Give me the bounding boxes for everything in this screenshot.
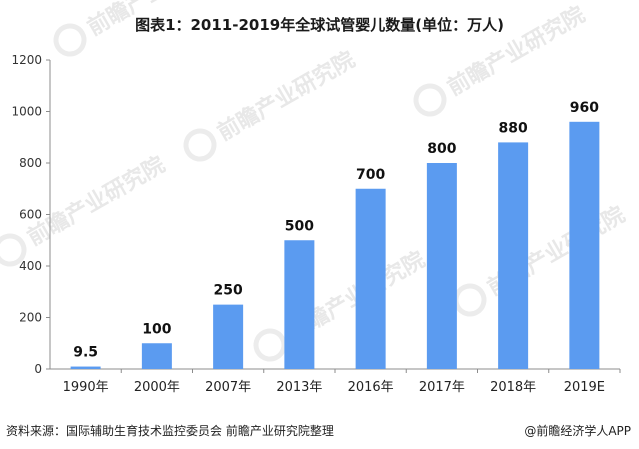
watermark-text: 前瞻产业研究院 <box>443 2 589 102</box>
data-label: 960 <box>570 100 599 116</box>
bar <box>426 163 457 369</box>
watermark-text: 前瞻产业研究院 <box>213 47 359 147</box>
qianzhan-logo-icon <box>453 283 487 317</box>
watermark: 前瞻产业研究院 <box>453 202 629 317</box>
watermark: 前瞻产业研究院 <box>253 247 429 362</box>
bar <box>569 121 600 369</box>
data-labels: 9.5 100 250 500 700 800 880 960 <box>73 100 599 361</box>
qianzhan-logo-icon <box>183 128 217 162</box>
data-label: 250 <box>214 283 243 299</box>
watermark: 前瞻产业研究院 <box>53 0 229 57</box>
credit-note: @前瞻经济学人APP <box>524 424 631 438</box>
x-axis-ticks: 1990年 2000年 2007年 2013年 2016年 2017年 2018年 2019E <box>63 369 621 395</box>
bar <box>498 142 529 369</box>
y-tick-label: 0 <box>34 362 42 376</box>
x-tick-label: 2016年 <box>348 380 394 395</box>
bars <box>70 121 600 369</box>
data-label: 100 <box>142 321 171 337</box>
data-label: 880 <box>499 120 528 136</box>
data-label: 500 <box>285 218 314 234</box>
qianzhan-logo-icon <box>0 233 27 267</box>
bar <box>70 366 101 369</box>
x-tick-label: 1990年 <box>63 380 109 395</box>
qianzhan-logo-icon <box>413 83 447 117</box>
bar <box>284 240 315 369</box>
data-label: 800 <box>427 141 456 157</box>
x-tick-label: 2018年 <box>490 380 536 395</box>
y-tick-label: 400 <box>19 259 42 273</box>
watermark-text: 前瞻产业研究院 <box>23 152 169 252</box>
watermark-text: 前瞻产业研究院 <box>83 0 229 41</box>
bar <box>141 343 172 369</box>
y-tick-label: 800 <box>19 156 42 170</box>
y-tick-label: 200 <box>19 311 42 325</box>
y-axis-ticks: 0 200 400 600 800 1000 1200 <box>11 53 50 376</box>
y-tick-label: 1200 <box>11 53 42 67</box>
qianzhan-logo-icon <box>253 328 287 362</box>
watermark: 前瞻产业研究院 <box>183 47 359 162</box>
qianzhan-logo-icon <box>53 23 87 57</box>
data-label: 700 <box>356 167 385 183</box>
x-tick-label: 2000年 <box>134 380 180 395</box>
x-tick-label: 2007年 <box>205 380 251 395</box>
x-tick-label: 2017年 <box>419 380 465 395</box>
data-label: 9.5 <box>73 345 98 361</box>
chart-title: 图表1：2011-2019年全球试管婴儿数量(单位：万人) <box>135 16 504 34</box>
y-tick-label: 1000 <box>11 105 42 119</box>
source-note: 资料来源：国际辅助生育技术监控委员会 前瞻产业研究院整理 <box>6 424 334 438</box>
x-tick-label: 2013年 <box>276 380 322 395</box>
y-tick-label: 600 <box>19 208 42 222</box>
bar <box>355 188 386 369</box>
bar <box>213 304 244 369</box>
x-tick-label: 2019E <box>564 380 605 395</box>
watermark-layer: 前瞻产业研究院前瞻产业研究院前瞻产业研究院前瞻产业研究院前瞻产业研究院前瞻产业研… <box>0 0 629 362</box>
watermark: 前瞻产业研究院 <box>413 2 589 117</box>
